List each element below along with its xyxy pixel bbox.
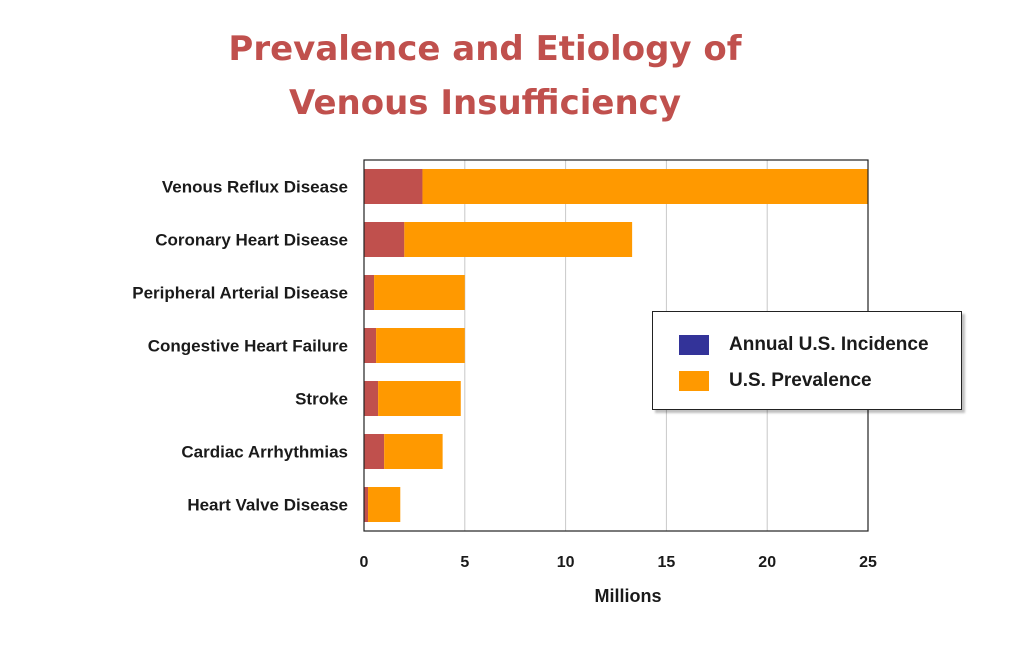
x-tick-label-5: 5 <box>460 554 469 571</box>
category-label-4: Congestive Heart Failure <box>148 337 348 356</box>
bar-prevalence-2 <box>404 222 633 257</box>
bar-incidence-1 <box>364 169 423 204</box>
bar-prevalence-7 <box>368 487 401 522</box>
x-tick-label-10: 10 <box>557 554 575 571</box>
bar-incidence-4 <box>364 328 377 363</box>
legend-swatch-prevalence <box>679 371 709 391</box>
category-label-1: Venous Reflux Disease <box>162 178 348 197</box>
chart-legend: Annual U.S. Incidence U.S. Prevalence <box>652 311 962 410</box>
legend-item-prevalence: U.S. Prevalence <box>679 370 872 392</box>
x-tick-label-0: 0 <box>360 554 369 571</box>
bar-incidence-2 <box>364 222 405 257</box>
chart-title-line-1: Prevalence and Etiology of <box>228 29 742 69</box>
x-tick-label-25: 25 <box>859 554 877 571</box>
bar-prevalence-4 <box>376 328 465 363</box>
legend-swatch-incidence <box>679 335 709 355</box>
legend-label-prevalence: U.S. Prevalence <box>729 370 872 391</box>
category-label-3: Peripheral Arterial Disease <box>132 284 348 303</box>
bar-prevalence-3 <box>374 275 465 310</box>
legend-label-incidence: Annual U.S. Incidence <box>729 334 929 355</box>
x-axis-title: Millions <box>595 586 662 606</box>
x-tick-label-20: 20 <box>758 554 776 571</box>
category-label-5: Stroke <box>295 390 348 409</box>
category-label-6: Cardiac Arrhythmias <box>181 443 348 462</box>
bar-prevalence-6 <box>384 434 443 469</box>
x-tick-label-15: 15 <box>658 554 676 571</box>
bar-incidence-5 <box>364 381 379 416</box>
category-label-2: Coronary Heart Disease <box>155 231 348 250</box>
category-label-7: Heart Valve Disease <box>187 496 348 515</box>
bar-incidence-7 <box>364 487 369 522</box>
chart-title-line-2: Venous Insufficiency <box>289 83 681 123</box>
bar-prevalence-5 <box>378 381 461 416</box>
bar-incidence-6 <box>364 434 385 469</box>
bar-incidence-3 <box>364 275 375 310</box>
bar-prevalence-1 <box>422 169 868 204</box>
chart-title: Prevalence and Etiology of Venous Insuff… <box>180 22 790 130</box>
legend-item-incidence: Annual U.S. Incidence <box>679 334 929 356</box>
